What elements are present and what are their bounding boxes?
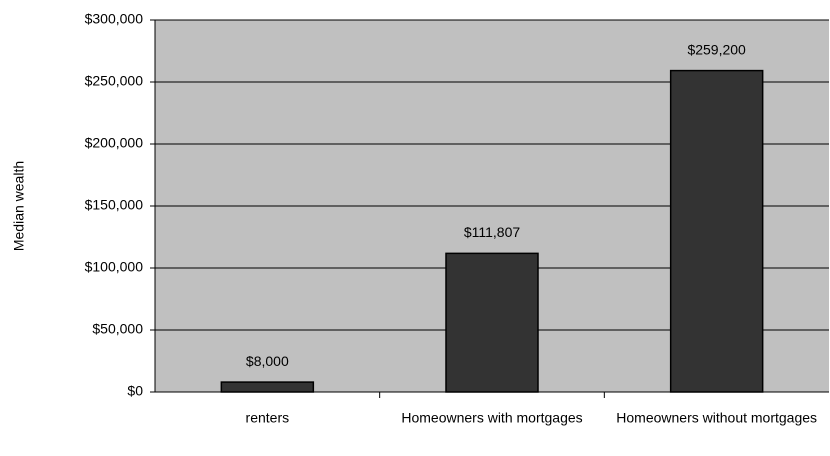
x-tick-label: renters	[246, 410, 290, 426]
bar	[445, 252, 539, 393]
bar	[669, 69, 764, 393]
data-label: $259,200	[687, 41, 746, 57]
x-tick-label: Homeowners without mortgages	[616, 410, 817, 426]
y-tick-label: $300,000	[85, 11, 144, 27]
y-axis-label: Median wealth	[11, 161, 27, 251]
y-tick-label: $150,000	[85, 197, 144, 213]
y-tick-label: $250,000	[85, 73, 144, 89]
data-label: $8,000	[246, 353, 289, 369]
bar	[220, 381, 315, 393]
y-tick-label: $200,000	[85, 135, 144, 151]
y-tick-label: $100,000	[85, 259, 144, 275]
x-tick-label: Homeowners with mortgages	[401, 410, 582, 426]
y-tick-label: $50,000	[92, 321, 143, 337]
y-tick-label: $0	[127, 383, 143, 399]
data-label: $111,807	[464, 224, 521, 240]
